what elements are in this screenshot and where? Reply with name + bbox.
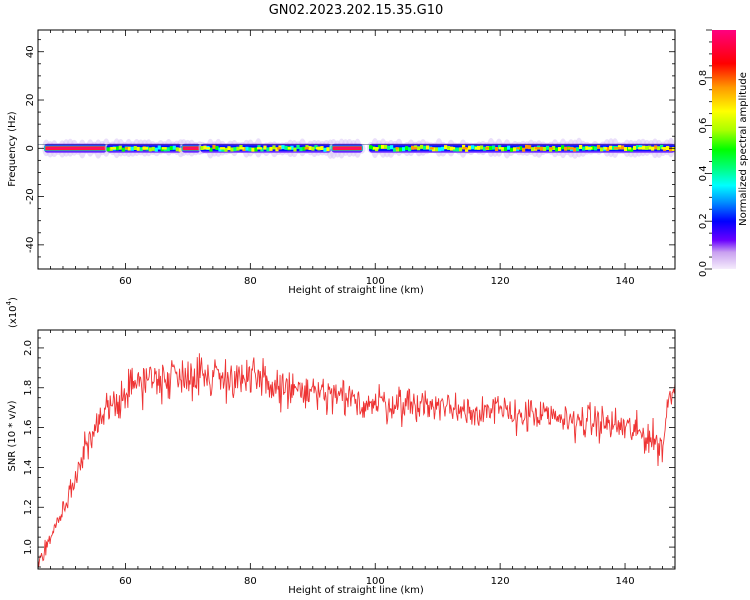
spectrogram-y-label: Frequency (Hz): [7, 111, 18, 187]
spectrogram-x-label: Height of straight line (km): [288, 285, 424, 296]
y-tick-label: 1.4: [23, 459, 34, 475]
spectrogram-panel: 60 80 100 120 140 -40 -20 0 20 40 Height of stra…: [7, 29, 676, 296]
y-tick-label: 1.6: [23, 420, 34, 436]
spectrogram-y-ticks: -40 -20 0 20 40: [25, 39, 675, 270]
x-tick-label: 140: [615, 576, 634, 587]
snr-panel: 60 80 100 120 140 1.0 1.2 1.4 1.6 1.8 2.0 Height …: [5, 297, 676, 596]
multiplier-base: (x10: [8, 305, 19, 328]
x-tick-label: 60: [119, 276, 132, 287]
spectrogram-frame: [37, 29, 676, 270]
snr-frame: [37, 329, 676, 570]
multiplier-exponent: 4: [5, 300, 13, 305]
y-tick-label: 1.8: [23, 380, 34, 396]
snr-x-ticks: 60 80 100 120 140: [37, 330, 676, 587]
snr-series-line: [38, 353, 675, 567]
colorbar-gradient: [712, 30, 736, 269]
x-tick-label: 80: [244, 576, 257, 587]
colorbar: 0.0 0.2 0.4 0.6 0.8 Normalized spectral ampl…: [698, 29, 749, 277]
y-tick-label: 40: [25, 45, 36, 58]
x-tick-label: 120: [491, 276, 510, 287]
colorbar-ticks: 0.0 0.2 0.4 0.6 0.8: [698, 29, 712, 277]
x-tick-label: 100: [366, 276, 385, 287]
spectrogram-x-ticks: 60 80 100 120 140: [37, 30, 676, 287]
y-tick-label: 1.0: [23, 539, 34, 555]
y-tick-label: -40: [25, 237, 36, 253]
snr-y-label: SNR (10 * v/v): [7, 400, 18, 471]
x-tick-label: 140: [615, 276, 634, 287]
spectrogram-heatmap: [38, 137, 675, 159]
y-tick-label: -20: [25, 188, 36, 204]
chart-title: GN02.2023.202.15.35.G10: [269, 3, 444, 18]
multiplier-close: ): [8, 297, 19, 301]
colorbar-tick-label: 0.8: [698, 70, 709, 86]
y-tick-label: 2.0: [23, 340, 34, 356]
x-tick-label: 60: [119, 576, 132, 587]
x-tick-label: 120: [491, 576, 510, 587]
colorbar-tick-label: 0.2: [698, 213, 709, 229]
colorbar-tick-label: 0.0: [698, 261, 709, 277]
snr-x-label: Height of straight line (km): [288, 585, 424, 596]
x-tick-label: 80: [244, 276, 257, 287]
colorbar-tick-label: 0.6: [698, 118, 709, 134]
colorbar-tick-label: 0.4: [698, 165, 709, 181]
y-tick-label: 0: [25, 145, 36, 151]
x-tick-label: 100: [366, 576, 385, 587]
snr-plot-area: [38, 330, 675, 569]
y-tick-label: 20: [25, 94, 36, 107]
y-tick-label: 1.2: [23, 499, 34, 515]
snr-y-multiplier: (x104): [5, 297, 19, 328]
colorbar-label: Normalized spectral amplitude: [738, 72, 749, 226]
snr-y-ticks: 1.0 1.2 1.4 1.6 1.8 2.0: [23, 337, 675, 568]
